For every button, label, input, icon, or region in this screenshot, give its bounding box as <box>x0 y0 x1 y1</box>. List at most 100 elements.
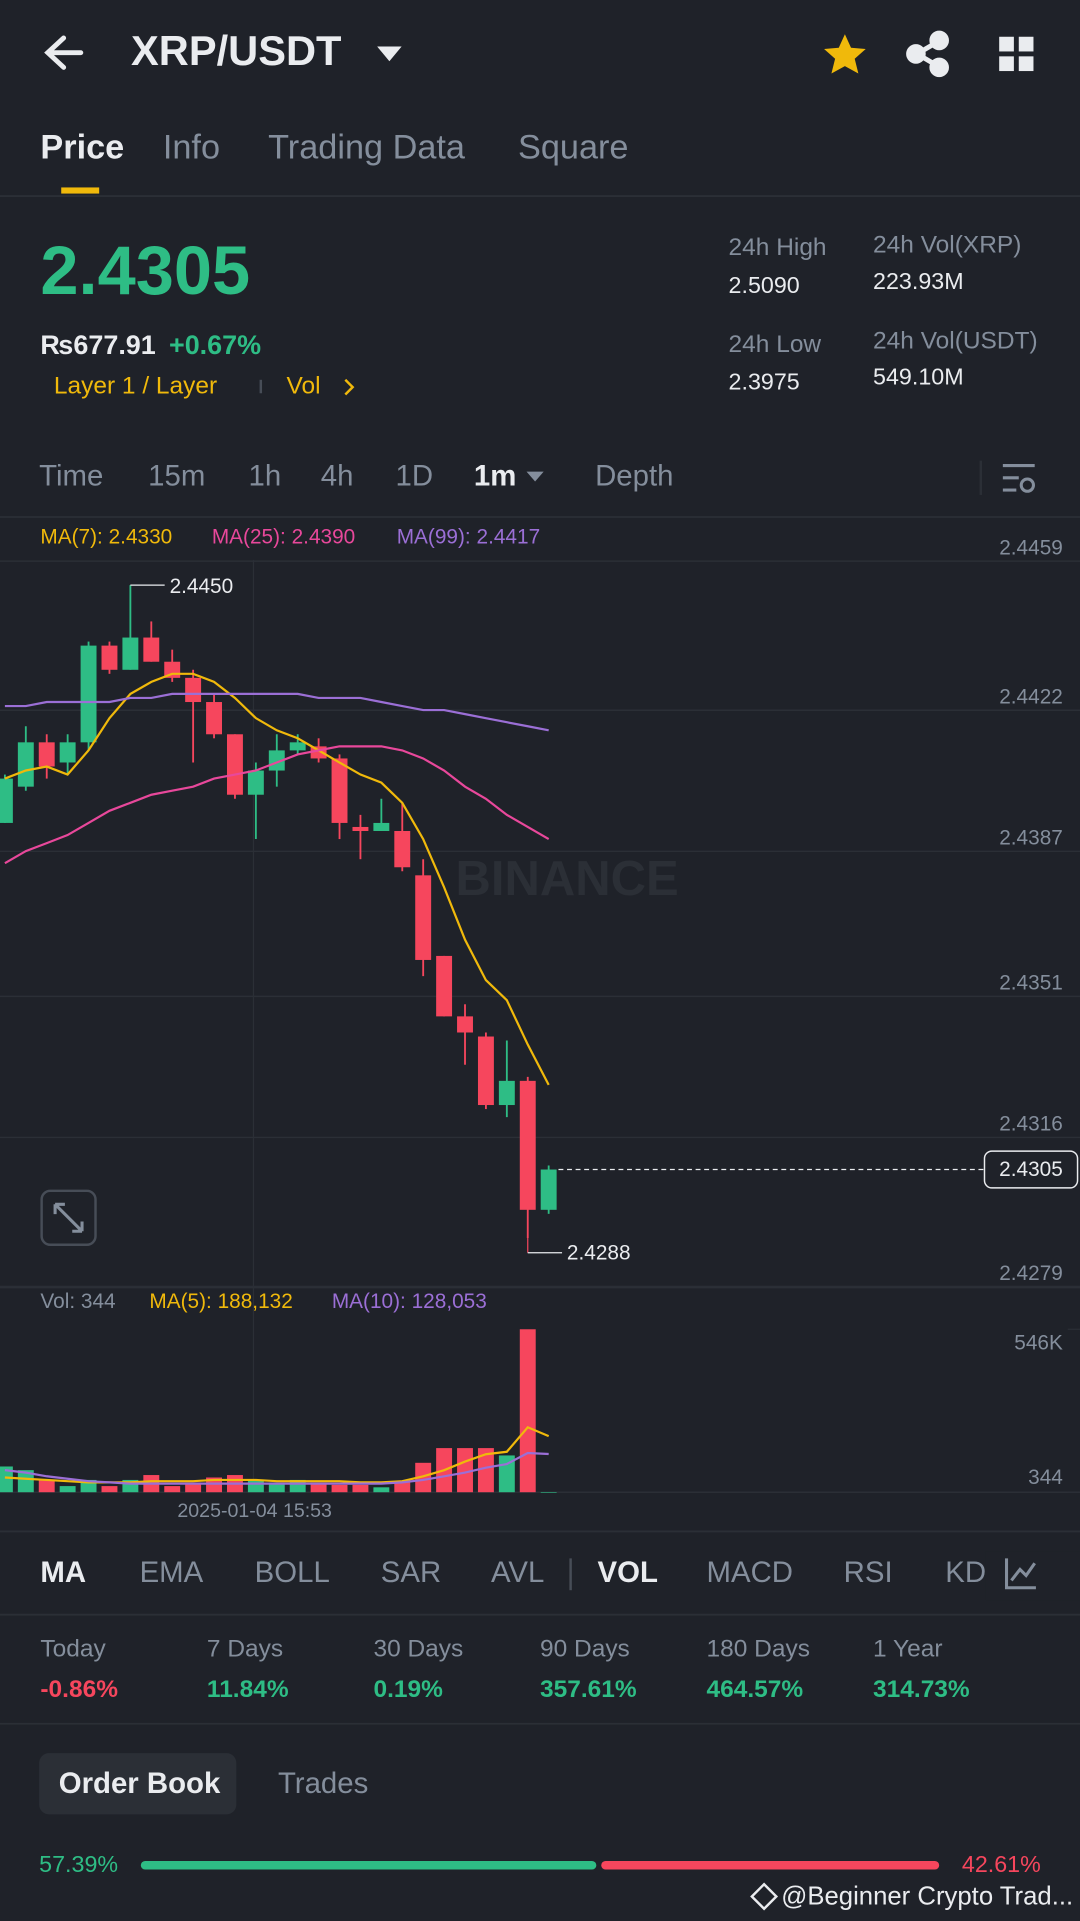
candle-body <box>352 826 369 831</box>
price-change: +0.67% <box>169 330 261 360</box>
stat-value: 2.5090 <box>729 272 800 298</box>
candle-body <box>477 1036 494 1106</box>
indicator[interactable]: EMA <box>140 1556 204 1589</box>
y-tick-label: 2.4316 <box>999 1113 1063 1136</box>
chart-watermark: BINANCE <box>456 852 679 906</box>
volume-bar <box>0 1466 13 1493</box>
y-tick-label: 2.4387 <box>999 827 1063 850</box>
candle-body <box>101 645 118 670</box>
vol-tick-label: 546K <box>1014 1331 1063 1354</box>
stat-value: 549.10M <box>873 364 964 390</box>
interval[interactable]: 15m <box>148 460 205 493</box>
local-price: ₨677.91 <box>40 330 155 360</box>
tab[interactable]: Trading Data <box>268 129 466 167</box>
interval[interactable]: 4h <box>321 460 354 493</box>
stat-value: 2.3975 <box>729 369 800 395</box>
indicator[interactable]: SAR <box>381 1556 441 1589</box>
candle-body <box>226 734 243 795</box>
tab[interactable]: Price <box>40 129 124 167</box>
candle-body <box>59 742 76 763</box>
candle-body <box>373 822 390 831</box>
stat-label: 24h Vol(USDT) <box>873 327 1038 354</box>
perf-label: Today <box>40 1636 106 1663</box>
orderbook-tab[interactable]: Trades <box>278 1767 368 1800</box>
ma-line <box>4 672 550 1086</box>
max-label: 2.4450 <box>170 575 234 598</box>
interval-dropdown[interactable] <box>526 471 544 482</box>
interval[interactable]: Time <box>39 460 103 493</box>
vol-ma-legend: MA(5): 188,132 <box>149 1290 292 1313</box>
ma-line <box>4 745 550 865</box>
ma-legend: MA(25): 2.4390 <box>212 525 355 548</box>
time-label: 2025-01-04 15:53 <box>177 1500 332 1522</box>
indicator[interactable]: BOLL <box>255 1556 330 1589</box>
grid-menu[interactable] <box>999 36 1034 72</box>
share-button[interactable] <box>906 30 949 78</box>
perf-value: -0.86% <box>40 1676 118 1703</box>
fullscreen-button[interactable] <box>40 1189 97 1246</box>
indicator[interactable]: AVL <box>491 1556 544 1589</box>
watermark-logo <box>750 1882 779 1911</box>
stat-label: 24h Low <box>729 331 822 358</box>
volume-bar <box>352 1484 369 1493</box>
interval[interactable]: Depth <box>595 460 673 493</box>
candle-body <box>80 645 97 743</box>
back-button[interactable] <box>44 35 84 70</box>
tab-indicator <box>61 187 100 194</box>
volume-bar <box>164 1486 181 1493</box>
volume-bar <box>310 1482 327 1493</box>
indicator[interactable]: MACD <box>707 1556 793 1589</box>
tag[interactable]: Layer 1 / Layer <box>54 373 217 400</box>
volume-bar <box>519 1329 536 1493</box>
y-tick-label: 2.4459 <box>999 536 1063 559</box>
pair-title[interactable]: XRP/USDT <box>131 27 341 74</box>
bid-bar <box>140 1860 597 1870</box>
volume-bar <box>247 1479 264 1493</box>
volume-bar <box>457 1448 473 1493</box>
orderbook-tab[interactable]: Order Book <box>59 1767 221 1800</box>
favorite-star[interactable] <box>824 34 866 74</box>
volume-bar <box>101 1486 118 1493</box>
candle-body <box>415 875 432 960</box>
indicator[interactable]: MA <box>40 1556 86 1589</box>
performance: Today -0.86% 7 Days 11.84% 30 Days 0.19% 90 Da… <box>40 1636 970 1703</box>
volume-bar <box>185 1482 202 1493</box>
indicator-settings[interactable] <box>1005 1558 1036 1590</box>
volume-bar <box>415 1462 432 1493</box>
volume-bar <box>373 1487 390 1493</box>
candle-body <box>519 1080 536 1210</box>
candle-body <box>38 742 55 767</box>
y-tick-label: 2.4279 <box>999 1262 1063 1285</box>
last-price-label: 2.4305 <box>999 1158 1063 1181</box>
tab[interactable]: Info <box>163 129 220 167</box>
volume-bar <box>394 1482 411 1493</box>
volume-bar <box>59 1486 76 1493</box>
indicator[interactable]: VOL <box>598 1556 658 1589</box>
ma-legend: MA(7): 2.4330 <box>40 525 172 548</box>
y-tick-label: 2.4422 <box>999 685 1063 708</box>
perf-value: 357.61% <box>540 1676 637 1703</box>
min-label: 2.4288 <box>567 1241 631 1264</box>
pair-dropdown[interactable] <box>377 46 402 62</box>
vol-legend: Vol: 344 <box>40 1290 115 1313</box>
ask-bar <box>601 1860 940 1870</box>
interval[interactable]: 1m <box>474 460 516 493</box>
candle-body <box>289 742 306 751</box>
indicator[interactable]: RSI <box>844 1556 893 1589</box>
watermark: @Beginner Crypto Trad... <box>781 1883 1073 1911</box>
volume-bar <box>540 1492 557 1493</box>
tab[interactable]: Square <box>518 129 629 167</box>
chart-settings[interactable] <box>1002 464 1035 493</box>
candle-body <box>268 750 285 771</box>
volume-bar <box>268 1482 285 1493</box>
interval[interactable]: 1D <box>396 460 434 493</box>
candle-body <box>17 742 34 787</box>
interval[interactable]: 1h <box>249 460 282 493</box>
tag[interactable]: Vol <box>287 373 321 400</box>
candle-body <box>122 637 139 670</box>
candle-body <box>457 1016 473 1033</box>
candle-body <box>185 677 202 703</box>
